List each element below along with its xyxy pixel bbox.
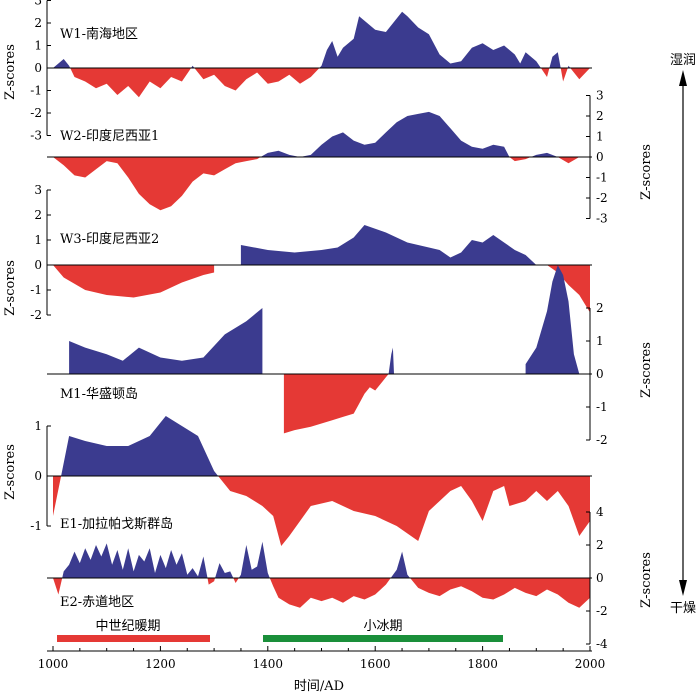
- series-1-y-tick-label: -1: [596, 171, 608, 185]
- ylabel-w1: Z-scores: [3, 44, 18, 100]
- series-0-y-tick-label: 2: [34, 16, 42, 30]
- series-3-y-tick-label: 1: [596, 334, 604, 348]
- lia-bar: [263, 635, 503, 642]
- series-0-y-tick-label: 0: [34, 61, 42, 75]
- series-0-y-tick-label: -1: [30, 84, 42, 98]
- series-0-y-tick-label: 1: [34, 39, 42, 53]
- x-tick-label: 2000: [575, 657, 606, 671]
- series-2-y-tick-label: 1: [34, 233, 42, 247]
- series-5-y-tick-label: 2: [596, 538, 604, 552]
- label-m1: M1-华盛顿岛: [60, 386, 138, 402]
- label-w1: W1-南海地区: [60, 26, 138, 42]
- x-tick-label: 1200: [145, 657, 176, 671]
- x-axis-label: 时间/AD: [294, 679, 344, 694]
- label-e2: E2-赤道地区: [60, 595, 134, 610]
- ylabel-m1: Z-scores: [639, 342, 654, 398]
- label-w3: W3-印度尼西亚2: [60, 231, 159, 247]
- series-3-positive-area: [53, 265, 590, 374]
- series-2-y-tick-label: -1: [30, 283, 42, 297]
- series-1-y-tick-label: 0: [596, 150, 604, 164]
- series-1-y-tick-label: -3: [596, 212, 608, 226]
- axes: 3 2 1 0 -1 -2 -3 3 2 1 0 -1 -2 -3 3 2 1 0 -1 -2 2 1 0 -1 -2 1 0 -1 4…: [30, 0, 608, 671]
- x-tick-label: 1600: [360, 657, 391, 671]
- series-0-y-tick-label: -3: [30, 129, 42, 143]
- label-e1: E1-加拉帕戈斯群岛: [60, 516, 173, 532]
- x-tick-label: 1400: [253, 657, 284, 671]
- wet-label: 湿润: [670, 53, 696, 68]
- series-3-y-tick-label: -2: [596, 433, 608, 447]
- series-0-positive-area: [53, 11, 590, 69]
- series-3-y-tick-label: -1: [596, 400, 608, 414]
- series-0-y-tick-label: 3: [34, 0, 42, 8]
- series-5-y-tick-label: -2: [596, 604, 608, 618]
- series-0-negative-area: [53, 68, 590, 98]
- x-tick-label: 1000: [38, 657, 69, 671]
- series-3-y-tick-label: 0: [596, 367, 604, 381]
- lia-label: 小冰期: [363, 619, 402, 634]
- series-5-positive-area: [53, 541, 590, 578]
- series-5-negative-area: [53, 578, 590, 608]
- ylabel-w2: Z-scores: [639, 144, 654, 200]
- ylabel-w3: Z-scores: [3, 260, 18, 316]
- series-3-y-tick-label: 2: [596, 301, 604, 315]
- series-1-y-tick-label: 2: [596, 109, 604, 123]
- mwp-bar: [57, 635, 210, 642]
- series-4-positive-area: [53, 416, 590, 476]
- series-1-positive-area: [53, 111, 590, 157]
- series-2-y-tick-label: 2: [34, 208, 42, 222]
- series-5-y-tick-label: -4: [596, 637, 608, 651]
- series-4-y-tick-label: 0: [34, 469, 42, 483]
- series-2-y-tick-label: 3: [34, 183, 42, 197]
- series-2-y-tick-label: -2: [30, 308, 42, 322]
- series-1-negative-area: [53, 157, 590, 211]
- series-4-y-tick-label: 1: [34, 419, 42, 433]
- series-5-y-tick-label: 0: [596, 571, 604, 585]
- series-4-negative-area: [53, 476, 590, 546]
- label-w2: W2-印度尼西亚1: [60, 128, 159, 144]
- series-2-positive-area: [53, 225, 590, 265]
- area-fills: [53, 11, 590, 608]
- series-2-y-tick-label: 0: [34, 258, 42, 272]
- series-1-y-tick-label: 3: [596, 89, 604, 103]
- ylabel-e1: Z-scores: [3, 444, 18, 500]
- mwp-label: 中世纪暖期: [95, 619, 160, 634]
- ylabel-e2: Z-scores: [639, 552, 654, 608]
- series-0-y-tick-label: -2: [30, 106, 42, 120]
- series-5-y-tick-label: 4: [596, 505, 604, 519]
- arrow-down-icon: [679, 580, 687, 596]
- arrow-up-icon: [679, 70, 687, 86]
- series-3-negative-area: [53, 374, 590, 434]
- series-1-y-tick-label: 1: [596, 130, 604, 144]
- dry-label: 干燥: [670, 601, 696, 616]
- series-2-negative-area: [53, 265, 590, 313]
- series-4-y-tick-label: -1: [30, 519, 42, 533]
- x-tick-label: 1800: [467, 657, 498, 671]
- series-1-y-tick-label: -2: [596, 191, 608, 205]
